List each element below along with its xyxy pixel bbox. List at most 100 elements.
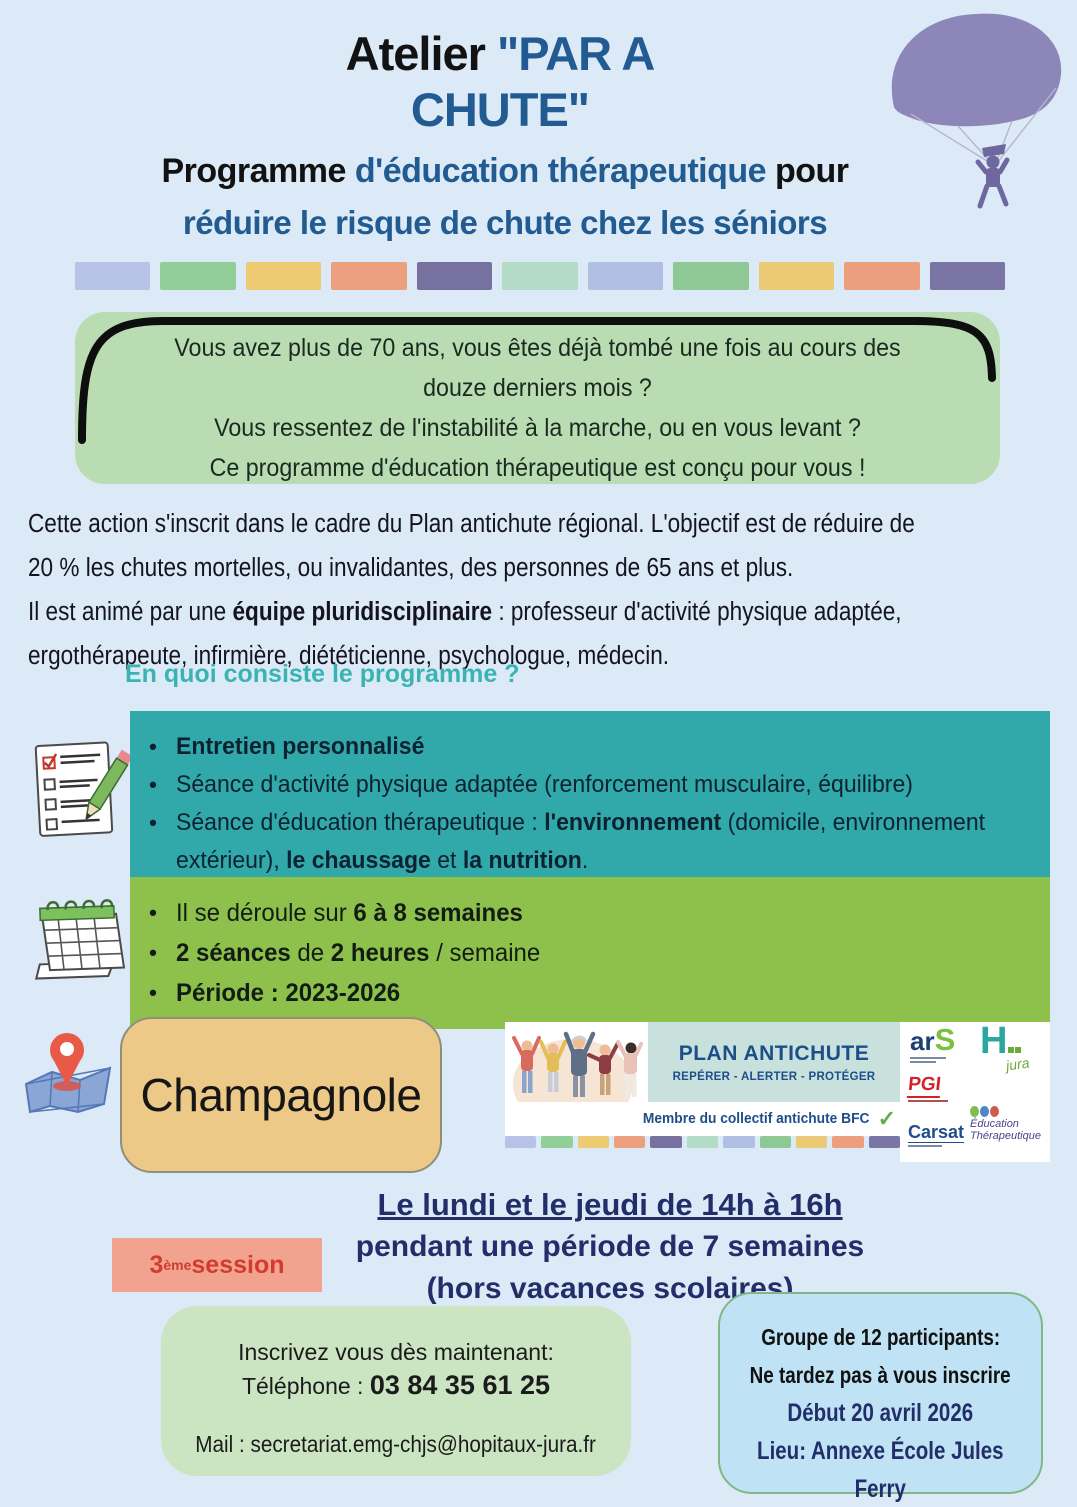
bullet-dot: •: [149, 900, 157, 925]
balloon-icon: [970, 1106, 979, 1117]
ars-logo-s: S: [934, 1022, 956, 1057]
session-ordinal-suffix: ème: [163, 1257, 192, 1273]
intro-question-box: Vous avez plus de 70 ans, vous êtes déjà…: [75, 312, 1000, 484]
edu-logo-balloons: [970, 1104, 1048, 1118]
hjura-logo-jura: jura: [1005, 1054, 1031, 1074]
carsat-logo: Carsat: [908, 1122, 965, 1147]
edu-logo-line1: Éducation: [970, 1118, 1019, 1130]
bullet-dot: •: [149, 940, 157, 965]
title-word-atelier: Atelier: [345, 27, 498, 80]
pgi-logo-text: PGI: [906, 1074, 942, 1098]
list-row: 20 % les chutes mortelles, ou invalidant…: [28, 554, 794, 582]
subtitle-line1: Programme d'éducation thérapeutique pour: [0, 152, 1010, 191]
text-line: Ce programme d'éducation thérapeutique e…: [209, 454, 866, 482]
list-row: • Il se déroule sur 6 à 8 semaines: [130, 893, 1050, 933]
logo-smallprint-bar: [908, 1100, 948, 1102]
strip-block: [844, 262, 920, 290]
location-name: Champagnole: [140, 1069, 422, 1121]
list-row: Il est animé par une équipe pluridiscipl…: [28, 598, 902, 626]
contact-email: Mail : secretariat.emg-chjs@hopitaux-jur…: [195, 1431, 597, 1457]
phone-number: 03 84 35 61 25: [369, 1370, 551, 1400]
plan-antichute-panel: PLAN ANTICHUTE REPÉRER - ALERTER - PROTÉ…: [648, 1022, 900, 1102]
strip-block: [758, 262, 835, 290]
list-row: ergothérapeute, infirmière, diététicienn…: [28, 642, 670, 670]
partner-banner: PLAN ANTICHUTE REPÉRER - ALERTER - PROTÉ…: [505, 1022, 1050, 1162]
contact-phone-line: Téléphone : 03 84 35 61 25: [242, 1368, 550, 1403]
text-line: Vous avez plus de 70 ans, vous êtes déjà…: [174, 334, 901, 362]
subtitle-blue: d'éducation thérapeutique: [354, 152, 775, 190]
list-row: Cette action s'inscrit dans le cadre du …: [28, 510, 915, 538]
strip-block: [795, 1136, 828, 1148]
contact-box: Inscrivez vous dès maintenant: Téléphone…: [161, 1306, 631, 1476]
bullet-dot: •: [149, 980, 157, 1005]
location-box: Champagnole: [120, 1017, 442, 1173]
hjura-logo-square: [1008, 1047, 1015, 1053]
pgi-logo: PGI: [906, 1074, 948, 1102]
hjura-logo-h: H: [980, 1020, 1008, 1062]
hjura-logo-square: [1015, 1047, 1022, 1053]
start-date: Début 20 avril 2026: [787, 1399, 974, 1427]
session-duration: pendant une période de 7 semaines: [355, 1230, 865, 1263]
intro-question-text: Vous avez plus de 70 ans, vous êtes déjà…: [75, 328, 1000, 488]
strip-block: [505, 1136, 537, 1148]
strip-block: [868, 1136, 900, 1148]
session-number-badge: 3 ème session: [112, 1238, 322, 1292]
carsat-logo-text: Carsat: [908, 1122, 965, 1143]
strip-block: [929, 262, 1005, 290]
subtitle-black: Programme: [161, 152, 355, 190]
strip-block: [245, 262, 322, 290]
strip-block: [75, 262, 151, 290]
venue-line2: Ferry: [854, 1475, 907, 1503]
strip-block: [160, 262, 236, 290]
title-quote-part2: CHUTE": [410, 83, 590, 136]
list-row: extérieur), le chaussage et la nutrition…: [130, 842, 1050, 880]
balloon-icon: [990, 1106, 999, 1117]
strip-block: [673, 262, 749, 290]
text-line: douze derniers mois ?: [423, 374, 652, 402]
bullet-dot: •: [149, 772, 157, 797]
hopitaux-jura-logo: H jura: [980, 1020, 1031, 1074]
registration-info-box: Groupe de 12 participants: Ne tardez pas…: [718, 1292, 1043, 1503]
strip-block: [723, 1136, 755, 1148]
program-content-box: • Entretien personnalisé • Séance d'activit…: [130, 711, 1050, 897]
banner-color-strip: [505, 1136, 900, 1148]
session-days-hours: Le lundi et le jeudi de 14h à 16h: [377, 1187, 843, 1222]
strip-block: [686, 1136, 719, 1148]
list-row: • Période : 2023-2026: [130, 973, 1050, 1013]
schedule-box: • Il se déroule sur 6 à 8 semaines • 2 séan…: [130, 877, 1050, 1029]
balloon-icon: [980, 1106, 989, 1117]
logo-smallprint-bar: [910, 1061, 936, 1063]
bullet-dot: •: [149, 810, 157, 835]
collectif-member-row: Membre du collectif antichute BFC ✓: [505, 1102, 900, 1136]
group-size: Groupe de 12 participants:: [761, 1324, 1000, 1350]
partner-logos: arS H jura PGI Carsat Éducation: [900, 1022, 1050, 1162]
text-line: Vous ressentez de l'instabilité à la mar…: [214, 414, 861, 442]
list-row: • Séance d'éducation thérapeutique : l'en…: [130, 804, 1050, 842]
contact-cta: Inscrivez vous dès maintenant:: [238, 1339, 554, 1365]
bullet-dot: •: [149, 734, 157, 759]
banner-strip-row: [505, 1136, 900, 1148]
green-check-icon: ✓: [877, 1106, 896, 1131]
list-row: • Séance d'activité physique adaptée (ren…: [130, 766, 1050, 804]
logo-smallprint-bar: [908, 1145, 942, 1147]
strip-block: [541, 1136, 573, 1148]
color-divider-strip: [75, 262, 1005, 290]
map-pin-icon: [24, 1033, 112, 1114]
logo-smallprint-bar: [910, 1057, 946, 1059]
strip-block: [502, 262, 578, 290]
page-title-line2: CHUTE": [0, 82, 1000, 137]
ars-logo: arS: [910, 1024, 955, 1063]
session-number: 3: [149, 1250, 164, 1279]
phone-label: Téléphone :: [241, 1373, 370, 1399]
checklist-pencil-icon: [34, 741, 133, 837]
subtitle-line2: réduire le risque de chute chez les séni…: [182, 204, 828, 241]
education-therapeutique-logo: Éducation Thérapeutique: [970, 1104, 1048, 1142]
title-quote-part1: "PAR A: [497, 27, 655, 80]
ars-logo-text: ar: [910, 1026, 935, 1056]
calendar-icon: [34, 899, 126, 980]
session-label: session: [191, 1250, 285, 1279]
strip-block: [587, 262, 664, 290]
strip-block: [832, 1136, 864, 1148]
list-row: • Entretien personnalisé: [130, 728, 1050, 766]
